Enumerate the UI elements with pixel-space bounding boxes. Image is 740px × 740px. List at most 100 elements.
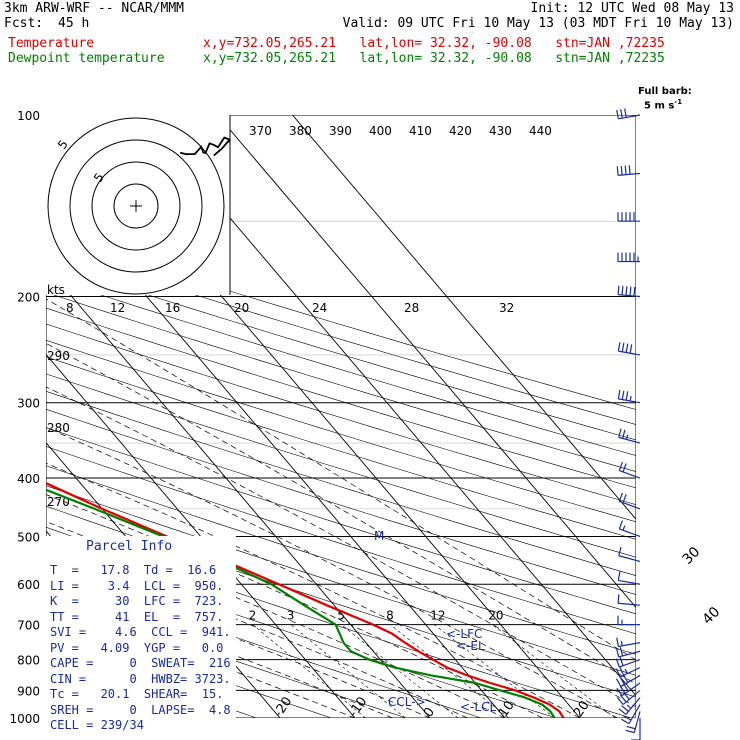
wind-barb-half-flag: [622, 525, 626, 531]
wind-barb-staff: [618, 579, 641, 585]
mixing-ratio-label: 12: [430, 609, 445, 623]
wind-barb-half-flag: [626, 704, 632, 709]
barb-legend: Full barb: 5 m s-1: [638, 86, 692, 111]
wind-barb-flag: [615, 658, 620, 668]
wind-barb-flag: [633, 286, 636, 297]
isotherm-label-outer: 40: [700, 604, 724, 628]
pressure-label-500: 500: [17, 530, 40, 544]
dry-adiabat: [46, 262, 636, 441]
wind-barb-staff: [619, 500, 641, 510]
valid-time: Valid: 09 UTC Fri 10 May 13 (03 MDT Fri …: [342, 16, 734, 31]
mixing-ratio-label: 20: [488, 609, 503, 623]
isentrope-label: 400: [369, 124, 392, 138]
wind-barb-flag: [617, 594, 620, 604]
wind-barb-flag: [624, 165, 627, 175]
hodograph-trace: [179, 136, 230, 157]
wind-barb-staff: [618, 602, 641, 606]
wind-barb-flag: [621, 705, 629, 712]
wind-barb-flag: [625, 343, 629, 353]
wind-barb-flag: [619, 666, 625, 676]
pressure-label-1000: 1000: [9, 712, 40, 726]
wind-barb: [617, 252, 640, 263]
parcel-info-panel: Parcel Info: [46, 536, 236, 718]
wind-barb-staff: [619, 667, 641, 678]
wind-barb-flag: [617, 571, 621, 581]
wind-barb-flag: [615, 678, 622, 687]
pressure-label-300: 300: [17, 397, 40, 411]
isotherm-label-side: 10: [496, 698, 518, 720]
wind-barb: [618, 520, 641, 538]
init-time: Init: 12 UTC Wed 08 May 13: [530, 1, 735, 16]
wind-barb: [616, 637, 641, 648]
model-title: 3km ARW-WRF -- NCAR/MMM: [4, 1, 185, 16]
wind-barb-flag: [626, 725, 636, 730]
isentrope-label: 430: [489, 124, 512, 138]
parcel-info-row: LI = 3.4 LCL = 950.: [50, 578, 224, 593]
wind-barb: [617, 285, 641, 298]
isotherm-label-outer: 30: [680, 544, 704, 568]
isentrope-label: 410: [409, 124, 432, 138]
dewpoint-legend-label: Dewpoint temperature: [8, 51, 165, 66]
isentrope-label-left: 290: [47, 349, 70, 363]
wind-barb-flag: [616, 109, 619, 119]
isentrope-label: 390: [329, 124, 352, 138]
parcel-info-row: SVI = 4.6 CCL = 941.: [50, 625, 231, 639]
wind-barb: [617, 342, 641, 356]
parcel-info-row: TT = 41 EL = 757.: [50, 609, 224, 624]
dry-adiabat: [46, 465, 636, 655]
wind-barb-staff: [622, 689, 641, 706]
hodograph-speed-tick: 12: [110, 301, 125, 315]
wind-barb-flag: [619, 647, 624, 657]
wind-barb-staff: [618, 555, 641, 563]
forecast-label: Fcst:: [4, 16, 44, 31]
wind-barb: [615, 657, 641, 668]
wind-barb-staff: [618, 398, 641, 404]
wind-barb-flag: [615, 668, 621, 678]
dry-adiabat: [46, 594, 407, 718]
parcel-info-row: T = 17.8 Td = 16.6: [50, 563, 217, 577]
moist-adiabat: [46, 600, 356, 718]
wind-barb: [617, 594, 641, 606]
wind-barb-staff: [618, 436, 641, 444]
barb-legend-value: 5 m s: [644, 100, 675, 112]
isentrope-label: 420: [449, 124, 472, 138]
wind-barb: [618, 492, 641, 510]
dry-adiabat: [46, 276, 636, 456]
isotherm-label-side: -10: [346, 694, 370, 720]
el-marker: <-EL: [456, 639, 485, 653]
hodograph-kts-label: kts: [47, 283, 65, 297]
parcel-info-row: CELL = 239/34: [50, 718, 144, 732]
wind-barb: [617, 212, 640, 222]
dry-adiabat: [46, 307, 636, 489]
wind-barb: [616, 165, 641, 176]
isotherm: [292, 115, 636, 520]
isentrope-label-left: 270: [47, 495, 70, 509]
wind-barb-staff: [618, 294, 641, 298]
mixing-ratio-label: 8: [386, 609, 394, 623]
wind-barb-flag: [621, 285, 624, 296]
wind-barb-flag: [629, 344, 633, 354]
wind-barb: [615, 666, 641, 678]
wind-barb: [618, 428, 641, 444]
pressure-label-100: 100: [17, 109, 40, 123]
dewpoint-location: x,y=732.05,265.21 lat,lon= 32.32, -90.08…: [203, 51, 665, 66]
parcel-info-row: CAPE = 0 SWEAT= 216: [50, 656, 231, 670]
wind-barb: [618, 546, 641, 563]
wind-barb-half-flag: [629, 395, 632, 402]
wind-barb-staff: [619, 469, 641, 479]
parcel-info-row: Tc = 20.1 SHEAR= 15.: [50, 687, 224, 701]
moist-adiabat: [46, 386, 636, 708]
hodograph-speed-tick: 32: [499, 301, 514, 315]
wind-barb-staff: [620, 674, 641, 687]
pressure-label-200: 200: [17, 291, 40, 305]
wind-barb-staff: [633, 711, 641, 733]
wind-barb-flag: [616, 697, 624, 705]
wind-barb: [618, 461, 641, 479]
isotherm: [46, 353, 356, 718]
wind-barb-half-flag: [624, 668, 628, 674]
hodograph-speed-tick: 16: [165, 301, 180, 315]
lfc-marker: <-LFC: [446, 627, 482, 641]
wind-barb-flag: [625, 729, 635, 734]
hodograph-ring: [113, 183, 159, 229]
wind-barb-flag: [618, 520, 623, 530]
